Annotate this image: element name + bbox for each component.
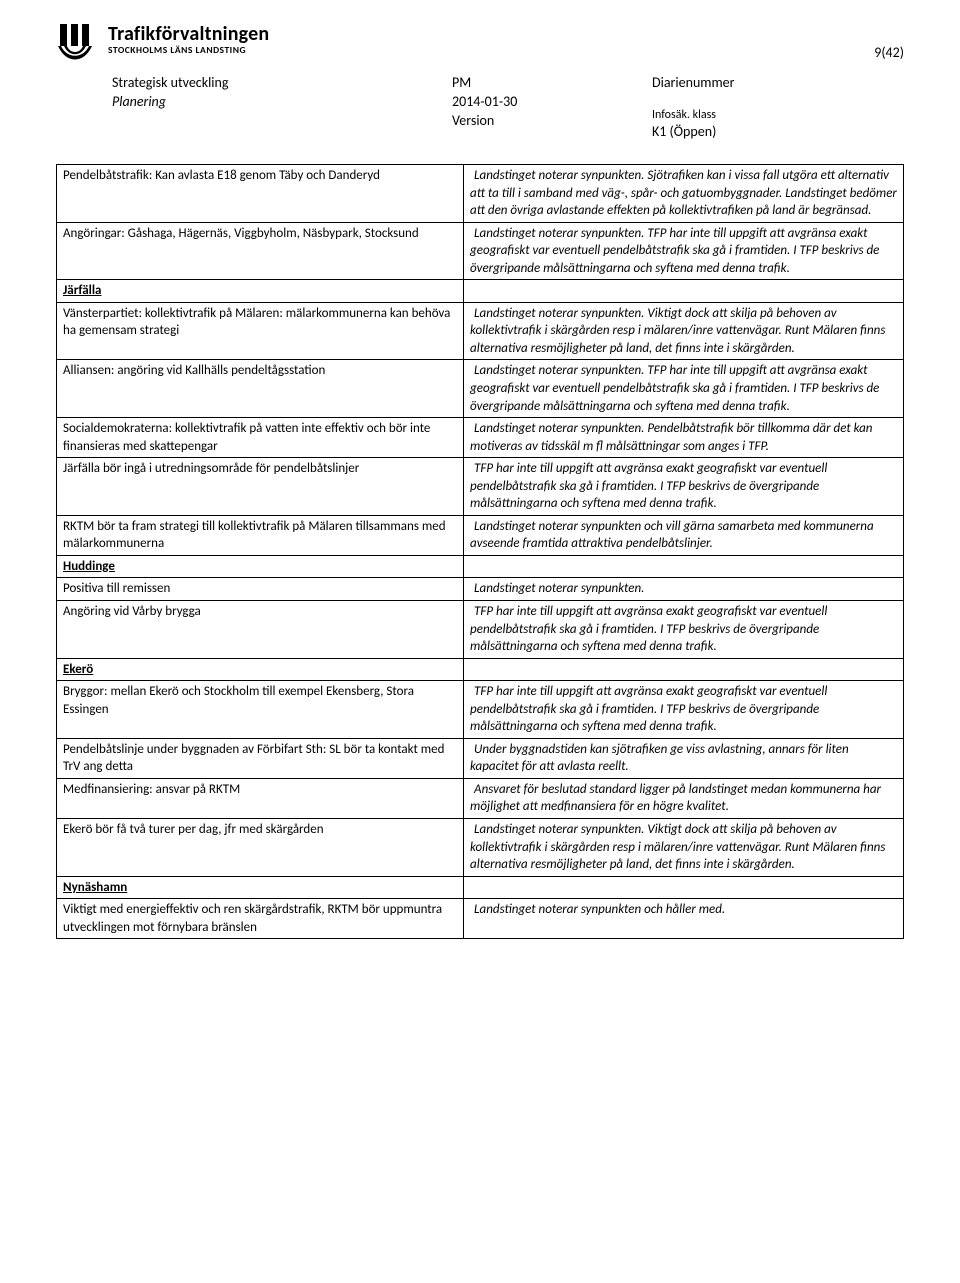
comment-cell: Socialdemokraterna: kollektivtrafik på v… [57, 418, 464, 458]
table-row: Positiva till remissen Landstinget noter… [57, 578, 904, 601]
page-number: 9(42) [874, 24, 904, 61]
section-header: Nynäshamn [57, 876, 464, 899]
table-row: Socialdemokraterna: kollektivtrafik på v… [57, 418, 904, 458]
table-row: Bryggor: mellan Ekerö och Stockholm till… [57, 681, 904, 739]
section-header: Huddinge [57, 555, 464, 578]
response-cell: TFP har inte till uppgift att avgränsa e… [464, 458, 904, 516]
response-cell: Under byggnadstiden kan sjötrafiken ge v… [464, 738, 904, 778]
comment-cell: RKTM bör ta fram strategi till kollektiv… [57, 515, 464, 555]
section-header-right [464, 658, 904, 681]
response-cell: Landstinget noterar synpunkten. TFP har … [464, 222, 904, 280]
comment-response-table: Pendelbåtstrafik: Kan avlasta E18 genom … [56, 164, 904, 939]
response-cell: Ansvaret för beslutad standard ligger på… [464, 778, 904, 818]
logo-subtitle: STOCKHOLMS LÄNS LANDSTING [108, 44, 269, 56]
comment-cell: Angöringar: Gåshaga, Hägernäs, Viggbyhol… [57, 222, 464, 280]
meta-department-sub: Planering [112, 93, 452, 112]
comment-cell: Pendelbåtstrafik: Kan avlasta E18 genom … [57, 164, 464, 222]
section-header-right [464, 280, 904, 303]
response-cell: TFP har inte till uppgift att avgränsa e… [464, 681, 904, 739]
table-row: Alliansen: angöring vid Kallhälls pendel… [57, 360, 904, 418]
comment-cell: Vänsterpartiet: kollektivtrafik på Mälar… [57, 302, 464, 360]
comment-cell: Medfinansiering: ansvar på RKTM [57, 778, 464, 818]
section-header-right [464, 876, 904, 899]
logo-block: Trafikförvaltningen STOCKHOLMS LÄNS LAND… [56, 24, 269, 64]
section-header: Järfälla [57, 280, 464, 303]
meta-doc-type: PM [452, 74, 652, 93]
table-row: Angöring vid Vårby brygga TFP har inte t… [57, 601, 904, 659]
response-cell: Landstinget noterar synpunkten. TFP har … [464, 360, 904, 418]
comment-cell: Pendelbåtslinje under byggnaden av Förbi… [57, 738, 464, 778]
meta-version-label: Version [452, 112, 652, 131]
meta-diarie-label: Diarienummer [652, 74, 735, 93]
table-row: Ekerö bör få två turer per dag, jfr med … [57, 819, 904, 877]
meta-block: Strategisk utveckling Planering PM 2014-… [112, 74, 904, 142]
response-cell: Landstinget noterar synpunkten. [464, 578, 904, 601]
response-cell: Landstinget noterar synpunkten. Sjötrafi… [464, 164, 904, 222]
meta-department: Strategisk utveckling [112, 74, 452, 93]
response-cell: Landstinget noterar synpunkten. Pendelbå… [464, 418, 904, 458]
table-row: Järfälla bör ingå i utredningsområde för… [57, 458, 904, 516]
meta-infosak-label: Infosäk. klass [652, 107, 735, 123]
table-row: RKTM bör ta fram strategi till kollektiv… [57, 515, 904, 555]
response-cell: Landstinget noterar synpunkten och vill … [464, 515, 904, 555]
table-row: Angöringar: Gåshaga, Hägernäs, Viggbyhol… [57, 222, 904, 280]
table-row: Viktigt med energieffektiv och ren skärg… [57, 899, 904, 939]
comment-cell: Positiva till remissen [57, 578, 464, 601]
section-header-right [464, 555, 904, 578]
comment-cell: Alliansen: angöring vid Kallhälls pendel… [57, 360, 464, 418]
table-row: Pendelbåtslinje under byggnaden av Förbi… [57, 738, 904, 778]
meta-infosak-value: K1 (Öppen) [652, 123, 735, 142]
response-cell: Landstinget noterar synpunkten och hålle… [464, 899, 904, 939]
comment-cell: Järfälla bör ingå i utredningsområde för… [57, 458, 464, 516]
content-table-container: Pendelbåtstrafik: Kan avlasta E18 genom … [56, 164, 904, 939]
response-cell: Landstinget noterar synpunkten. Viktigt … [464, 819, 904, 877]
comment-cell: Bryggor: mellan Ekerö och Stockholm till… [57, 681, 464, 739]
response-cell: Landstinget noterar synpunkten. Viktigt … [464, 302, 904, 360]
comment-cell: Viktigt med energieffektiv och ren skärg… [57, 899, 464, 939]
table-row: Pendelbåtstrafik: Kan avlasta E18 genom … [57, 164, 904, 222]
logo-icon [56, 24, 100, 64]
response-cell: TFP har inte till uppgift att avgränsa e… [464, 601, 904, 659]
section-header: Ekerö [57, 658, 464, 681]
table-row: Vänsterpartiet: kollektivtrafik på Mälar… [57, 302, 904, 360]
comment-cell: Ekerö bör få två turer per dag, jfr med … [57, 819, 464, 877]
logo-title: Trafikförvaltningen [108, 24, 269, 44]
comment-cell: Angöring vid Vårby brygga [57, 601, 464, 659]
table-row: Medfinansiering: ansvar på RKTM Ansvaret… [57, 778, 904, 818]
meta-date: 2014-01-30 [452, 93, 652, 112]
page-header: Trafikförvaltningen STOCKHOLMS LÄNS LAND… [56, 24, 904, 64]
